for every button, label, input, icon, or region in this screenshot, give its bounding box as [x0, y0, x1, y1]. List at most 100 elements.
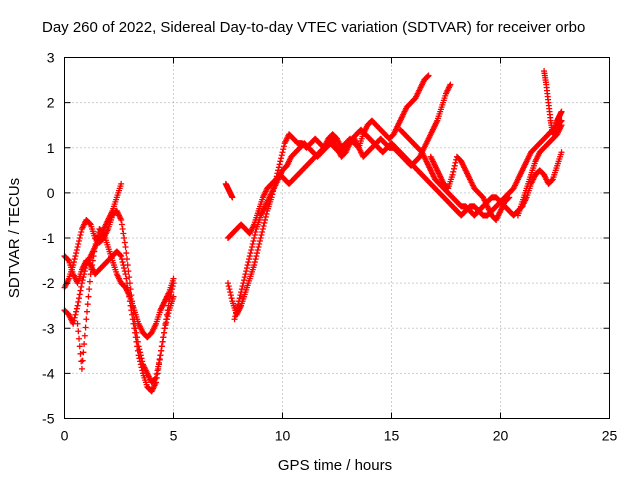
- data-point: [244, 262, 251, 269]
- data-point: [76, 291, 83, 298]
- data-point: [92, 241, 99, 248]
- data-point: [226, 286, 233, 293]
- data-point: [73, 305, 80, 312]
- data-point: [449, 171, 456, 178]
- data-point: [162, 322, 169, 329]
- data-point: [278, 152, 285, 159]
- x-axis-title: GPS time / hours: [278, 457, 392, 474]
- data-point: [256, 238, 263, 245]
- data-point: [275, 164, 282, 171]
- series-track-13: [222, 180, 236, 201]
- data-point: [70, 259, 77, 266]
- data-point: [71, 256, 78, 263]
- data-point: [241, 274, 248, 281]
- data-point: [161, 325, 168, 332]
- data-point: [155, 361, 162, 368]
- data-point: [234, 304, 241, 311]
- data-point: [136, 355, 143, 362]
- data-point: [238, 289, 245, 296]
- data-point: [86, 286, 93, 293]
- data-point: [91, 248, 98, 255]
- grid-layer: [64, 57, 610, 419]
- data-point: [250, 238, 257, 245]
- data-point: [258, 231, 265, 238]
- data-point: [170, 293, 177, 300]
- data-point: [76, 235, 83, 241]
- data-point: [72, 253, 79, 260]
- data-point: [118, 221, 125, 228]
- x-tick-label: 15: [384, 428, 400, 444]
- data-point: [450, 165, 457, 172]
- data-point: [73, 308, 80, 315]
- data-point: [122, 271, 129, 278]
- data-point: [77, 231, 84, 238]
- data-point: [246, 256, 253, 263]
- data-point: [89, 257, 96, 264]
- data-point: [452, 159, 459, 166]
- data-point: [549, 177, 556, 184]
- y-tick-label: -5: [42, 411, 55, 427]
- data-point: [425, 72, 432, 79]
- y-tick-label: 3: [47, 50, 55, 66]
- data-point: [158, 343, 165, 350]
- y-tick-label: -3: [42, 320, 55, 336]
- data-point: [133, 338, 140, 345]
- data-point: [86, 220, 93, 227]
- data-point: [134, 343, 141, 350]
- data-point: [100, 229, 107, 236]
- x-tick-label: 0: [61, 428, 69, 444]
- data-point: [235, 298, 242, 305]
- data-point: [245, 259, 252, 266]
- data-point: [424, 73, 431, 80]
- data-point: [227, 292, 234, 299]
- data-point: [251, 235, 258, 241]
- x-tick-label: 5: [170, 428, 178, 444]
- data-point: [280, 143, 287, 150]
- points-layer: [61, 68, 565, 395]
- data-point: [450, 168, 457, 175]
- data-point: [558, 108, 565, 115]
- data-point: [118, 256, 125, 263]
- data-point: [161, 329, 168, 336]
- data-point: [74, 302, 81, 309]
- data-point: [123, 250, 130, 257]
- data-point: [78, 283, 85, 290]
- data-point: [247, 250, 254, 257]
- data-point: [262, 213, 269, 220]
- data-point: [242, 271, 249, 278]
- data-point: [132, 334, 139, 341]
- x-tick-label: 10: [275, 428, 291, 444]
- data-point: [153, 379, 160, 386]
- chart-title: Day 260 of 2022, Sidereal Day-to-day VTE…: [42, 19, 585, 36]
- data-point: [248, 247, 255, 254]
- data-point: [74, 320, 81, 327]
- data-point: [93, 238, 100, 245]
- data-point: [79, 357, 86, 364]
- data-point: [279, 149, 286, 156]
- data-point: [79, 277, 86, 284]
- data-point: [153, 374, 160, 381]
- data-point: [137, 358, 144, 365]
- data-point: [118, 216, 125, 223]
- data-point: [71, 314, 78, 321]
- data-point: [119, 225, 126, 232]
- data-point: [159, 338, 166, 345]
- series-track-3: [61, 248, 177, 395]
- data-point: [134, 347, 141, 354]
- data-point: [76, 238, 83, 245]
- data-point: [120, 262, 127, 269]
- series-track-11: [541, 68, 565, 138]
- series-track-12: [519, 149, 565, 210]
- data-point: [447, 81, 454, 88]
- data-point: [237, 292, 244, 299]
- data-point: [65, 256, 72, 263]
- data-point: [86, 278, 93, 285]
- series-track-8: [397, 126, 526, 219]
- data-point: [77, 287, 84, 294]
- data-point: [130, 320, 137, 327]
- data-point: [170, 275, 177, 282]
- data-point: [251, 259, 258, 266]
- series-track-4: [74, 225, 177, 372]
- data-point: [225, 280, 231, 287]
